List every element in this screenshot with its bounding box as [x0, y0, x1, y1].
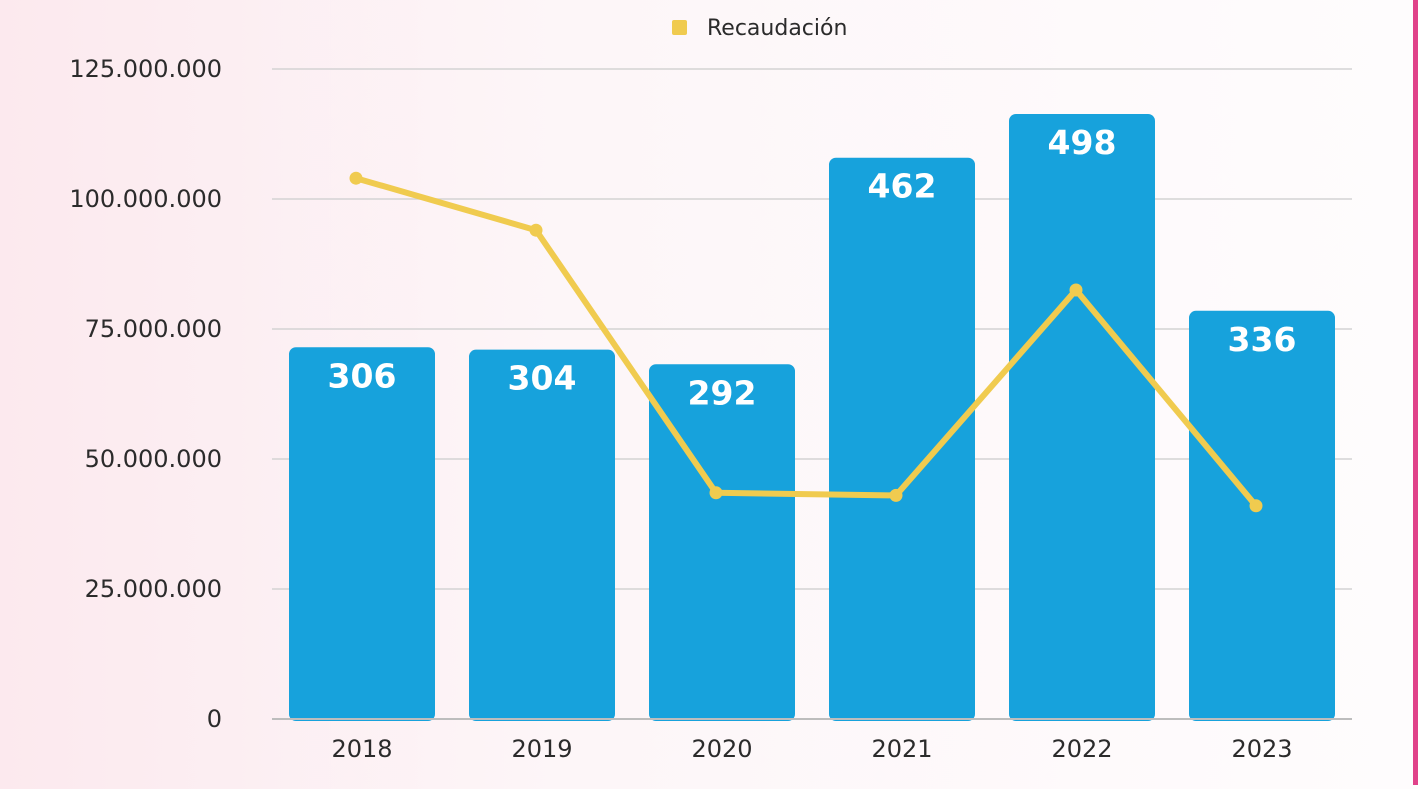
bar-value-label: 292 [688, 373, 757, 412]
bar-value-label: 462 [868, 167, 937, 206]
bars: 306 304 292 462 498 336 [289, 114, 1335, 722]
legend-label-recaudacion: Recaudación [707, 16, 847, 41]
y-tick-label: 75.000.000 [85, 315, 222, 343]
y-tick-label: 0 [207, 705, 222, 733]
bar [1189, 310, 1335, 721]
recaudacion-line-path [353, 175, 1259, 509]
recaudacion-point [889, 488, 903, 502]
y-tick-label: 25.000.000 [85, 575, 222, 603]
x-tick-label: 2019 [511, 735, 572, 763]
right-border [1413, 0, 1418, 785]
y-tick-label: 100.000.000 [69, 185, 222, 213]
bar-value-label: 304 [508, 359, 577, 398]
x-tick-label: 2020 [691, 735, 752, 763]
recaudacion-point [529, 223, 543, 237]
recaudacion-point [1069, 283, 1083, 297]
x-tick-label: 2018 [331, 735, 392, 763]
recaudacion-line [349, 171, 1263, 513]
legend-swatch-recaudacion [672, 20, 687, 35]
x-axis-ticks: 2018 2019 2020 2021 2022 2023 [331, 735, 1292, 763]
recaudacion-point [709, 486, 723, 500]
x-tick-label: 2022 [1051, 735, 1112, 763]
bar [469, 349, 615, 721]
bar [649, 364, 795, 721]
bar-value-label: 306 [328, 356, 397, 395]
recaudacion-point [1249, 499, 1263, 513]
recaudacion-point [349, 171, 363, 185]
legend: Recaudación [672, 16, 847, 41]
bar [1009, 114, 1155, 721]
x-tick-label: 2021 [871, 735, 932, 763]
bar-value-label: 336 [1228, 320, 1297, 359]
bar-value-label: 498 [1048, 123, 1117, 162]
y-axis-ticks: 0 25.000.000 50.000.000 75.000.000 100.000.0… [69, 55, 222, 733]
bar [829, 157, 975, 722]
gridlines [272, 68, 1352, 590]
x-tick-label: 2023 [1231, 735, 1292, 763]
bar [289, 347, 435, 721]
y-tick-label: 50.000.000 [85, 445, 222, 473]
y-tick-label: 125.000.000 [69, 55, 222, 83]
